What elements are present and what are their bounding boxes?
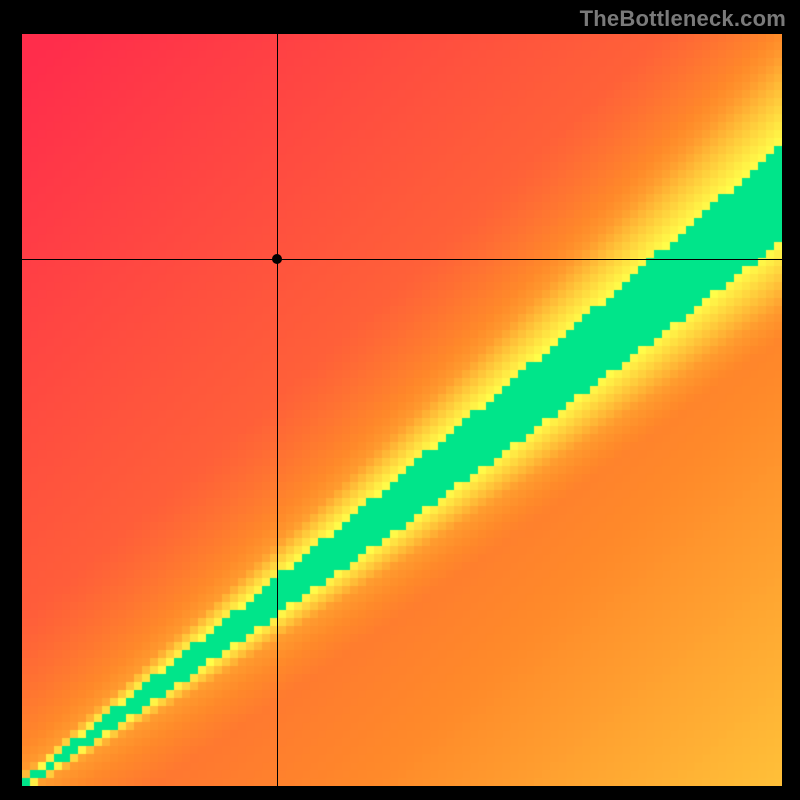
crosshair-horizontal xyxy=(22,259,782,260)
crosshair-vertical xyxy=(277,34,278,786)
crosshair-point xyxy=(272,254,282,264)
watermark-text: TheBottleneck.com xyxy=(580,6,786,32)
chart-root: TheBottleneck.com xyxy=(0,0,800,800)
plot-area xyxy=(22,34,782,786)
heatmap-canvas xyxy=(22,34,782,786)
